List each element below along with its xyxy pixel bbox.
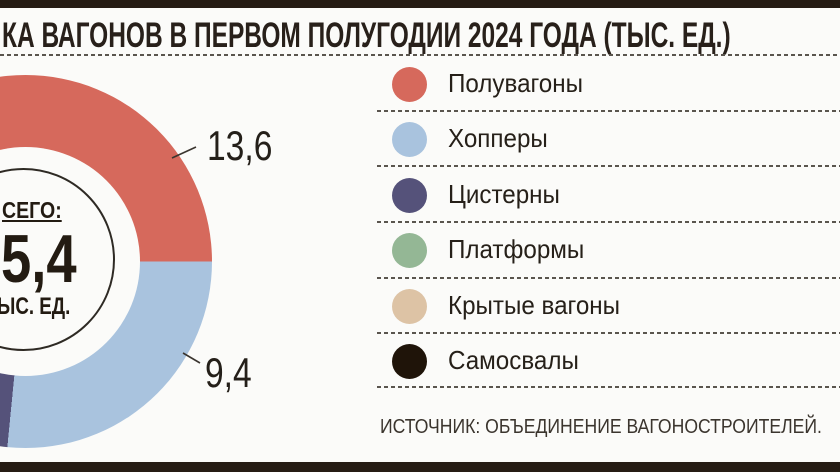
legend-dot-platformy <box>392 232 427 268</box>
total-unit: ЫС. ЕД. <box>0 293 71 320</box>
legend-item-hoppery: Хопперы <box>377 111 840 166</box>
legend-divider <box>377 332 840 334</box>
legend-dot-krytye-vagony <box>392 288 427 324</box>
slice-value-label-hoppery: 9,4 <box>205 349 252 396</box>
legend-dot-samosvaly <box>392 343 427 379</box>
legend-dot-hoppery <box>392 121 427 157</box>
legend-item-cisterny: Цистерны <box>377 167 840 222</box>
legend-label-krytye-vagony: Крытые вагоны <box>448 289 621 320</box>
slice-value-label-poluvagony: 13,6 <box>207 122 273 169</box>
legend-label-cisterny: Цистерны <box>448 178 560 209</box>
legend-divider <box>377 110 840 112</box>
total-heading: СЕГО: <box>2 197 62 223</box>
legend-item-poluvagony: Полувагоны <box>377 56 840 111</box>
title-divider <box>0 54 840 56</box>
legend-label-hoppery: Хопперы <box>448 122 548 153</box>
legend-label-platformy: Платформы <box>448 233 585 264</box>
legend-divider <box>377 221 840 223</box>
legend-divider <box>377 277 840 279</box>
total-value: 5,4 <box>1 221 77 297</box>
legend-label-samosvaly: Самосвалы <box>448 344 579 375</box>
page-title: КА ВАГОНОВ В ПЕРВОМ ПОЛУГОДИИ 2024 ГОДА … <box>2 16 731 55</box>
legend-dot-cisterny <box>392 177 427 213</box>
legend-divider <box>377 386 840 388</box>
legend-dot-poluvagony <box>392 66 427 102</box>
legend-label-poluvagony: Полувагоны <box>448 67 583 98</box>
source-caption: ИСТОЧНИК: ОБЪЕДИНЕНИЕ ВАГОНОСТРОИТЕЛЕЙ. <box>380 416 822 438</box>
legend-divider <box>377 165 840 167</box>
bottom-border-bar <box>0 462 840 472</box>
legend-item-platformy: Платформы <box>377 222 840 277</box>
top-border-bar <box>0 0 840 8</box>
legend-item-krytye-vagony: Крытые вагоны <box>377 278 840 333</box>
legend-item-samosvaly: Самосвалы <box>377 333 840 388</box>
